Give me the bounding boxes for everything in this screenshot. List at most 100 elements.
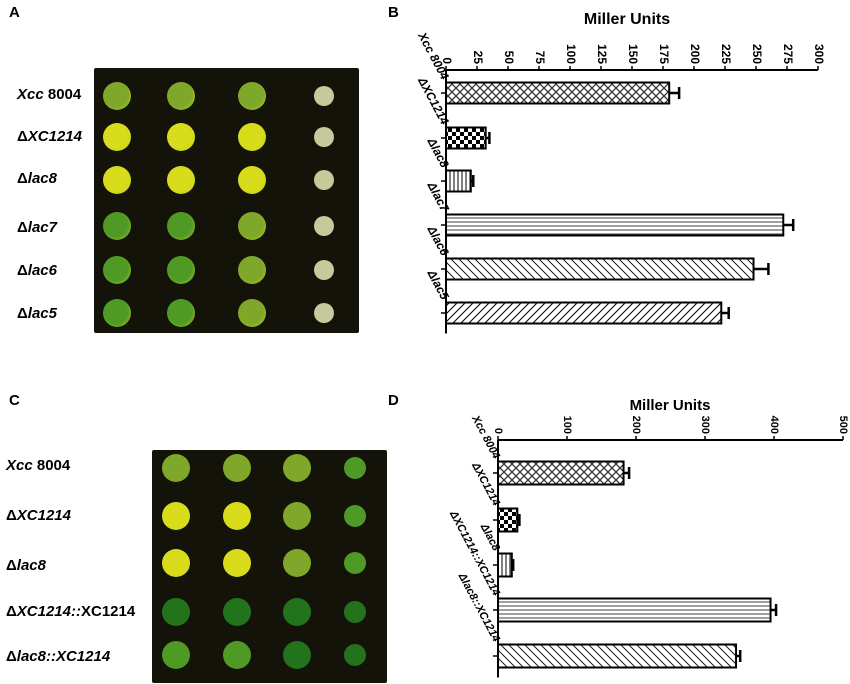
colony-spot-a bbox=[238, 212, 266, 240]
category-label: Δlac6 bbox=[424, 223, 452, 258]
colony-spot-c bbox=[283, 502, 311, 530]
x-tick-label: 300 bbox=[812, 44, 826, 64]
colony-spot-a bbox=[103, 256, 131, 284]
row-label-c-0: Xcc 8004 bbox=[6, 457, 70, 474]
colony-spot-c bbox=[223, 598, 251, 626]
bar bbox=[445, 213, 785, 237]
x-tick-label: 100 bbox=[561, 416, 573, 434]
label-italic: XC1214 bbox=[16, 507, 71, 524]
label-prefix: Δ bbox=[6, 507, 17, 524]
row-label-a-1: ΔXC1214 bbox=[17, 128, 82, 145]
colony-spot-a bbox=[167, 212, 195, 240]
bar bbox=[445, 169, 472, 193]
colony-spot-c bbox=[223, 502, 251, 530]
colony-spot-c bbox=[223, 549, 251, 577]
label-italic: XC1214:: bbox=[16, 603, 81, 620]
colony-spot-a bbox=[167, 166, 195, 194]
x-tick-label: 0 bbox=[492, 428, 504, 434]
colony-spot-c bbox=[162, 549, 190, 577]
colony-spot-a bbox=[103, 123, 131, 151]
colony-spot-c bbox=[162, 598, 190, 626]
chart-title: Miller Units bbox=[584, 11, 670, 28]
colony-spot-a bbox=[238, 256, 266, 284]
category-label: ΔXC1214 bbox=[469, 460, 502, 508]
label-prefix: Δ bbox=[6, 557, 17, 574]
x-tick-label: 100 bbox=[564, 44, 578, 64]
colony-spot-a bbox=[238, 82, 266, 110]
colony-spot-c bbox=[283, 598, 311, 626]
bar bbox=[497, 460, 625, 486]
label-italic: lac8 bbox=[16, 557, 46, 574]
colony-spot-a bbox=[314, 127, 334, 147]
bar bbox=[497, 643, 738, 669]
label-prefix: Δ bbox=[6, 648, 17, 665]
category-label: Δlac7 bbox=[424, 179, 452, 215]
category-label: Δlac8 bbox=[477, 521, 502, 554]
colony-spot-a bbox=[167, 123, 195, 151]
panel-d-letter: D bbox=[388, 392, 399, 409]
x-tick-label: 400 bbox=[768, 416, 780, 434]
label-italic: lac8::XC1214 bbox=[16, 648, 111, 665]
colony-spot-c bbox=[283, 454, 311, 482]
colony-spot-c bbox=[344, 505, 366, 527]
colony-spot-c bbox=[344, 644, 366, 666]
panel-c-letter: C bbox=[9, 392, 20, 409]
row-label-a-3: Δlac7 bbox=[17, 219, 57, 236]
label-prefix: Δ bbox=[17, 219, 28, 236]
x-tick-label: 50 bbox=[502, 51, 516, 65]
label-italic: lac5 bbox=[27, 305, 57, 322]
colony-spot-a bbox=[314, 170, 334, 190]
x-tick-label: 200 bbox=[688, 44, 702, 64]
label-plain: 8004 bbox=[43, 86, 82, 103]
colony-spot-c bbox=[344, 601, 366, 623]
category-label: Δlac8 bbox=[424, 135, 452, 170]
bar bbox=[497, 552, 513, 578]
label-italic: lac7 bbox=[27, 219, 57, 236]
x-tick-label: 275 bbox=[781, 44, 795, 64]
row-label-a-0: Xcc 8004 bbox=[17, 86, 81, 103]
label-italic: lac6 bbox=[27, 262, 57, 279]
x-tick-label: 150 bbox=[626, 44, 640, 64]
agar-plate-a bbox=[94, 68, 359, 333]
colony-spot-a bbox=[314, 303, 334, 323]
x-tick-label: 500 bbox=[837, 416, 849, 434]
row-label-c-1: ΔXC1214 bbox=[6, 507, 71, 524]
category-label: ΔXC1214 bbox=[415, 74, 452, 127]
label-prefix: Δ bbox=[17, 262, 28, 279]
colony-spot-c bbox=[283, 641, 311, 669]
bar bbox=[445, 126, 487, 150]
colony-spot-a bbox=[314, 86, 334, 106]
category-label: Xcc 8004 bbox=[415, 29, 452, 82]
label-italic: Xcc bbox=[6, 457, 33, 474]
category-label: Δlac8::XC1214 bbox=[455, 570, 502, 644]
colony-spot-c bbox=[162, 502, 190, 530]
colony-spot-a bbox=[238, 299, 266, 327]
panel-b-letter: B bbox=[388, 4, 399, 21]
category-label: Δlac5 bbox=[424, 267, 452, 302]
bar bbox=[445, 301, 723, 325]
row-label-a-4: Δlac6 bbox=[17, 262, 57, 279]
row-label-c-3: ΔXC1214::XC1214 bbox=[6, 603, 135, 620]
colony-spot-c bbox=[162, 641, 190, 669]
category-label: ΔXC1214::XC1214 bbox=[447, 508, 502, 598]
colony-spot-a bbox=[167, 82, 195, 110]
label-prefix: Δ bbox=[17, 128, 28, 145]
row-label-c-4: Δlac8::XC1214 bbox=[6, 648, 110, 665]
colony-spot-c bbox=[283, 549, 311, 577]
label-italic: Xcc bbox=[17, 86, 44, 103]
colony-spot-c bbox=[223, 454, 251, 482]
x-tick-label: 125 bbox=[595, 44, 609, 64]
x-tick-label: 175 bbox=[657, 44, 671, 64]
x-tick-label: 75 bbox=[533, 51, 547, 65]
colony-spot-c bbox=[344, 552, 366, 574]
row-label-a-5: Δlac5 bbox=[17, 305, 57, 322]
colony-spot-a bbox=[314, 260, 334, 280]
colony-spot-a bbox=[314, 216, 334, 236]
colony-spot-a bbox=[238, 166, 266, 194]
row-label-c-2: Δlac8 bbox=[6, 557, 46, 574]
label-prefix: Δ bbox=[6, 603, 17, 620]
colony-spot-c bbox=[223, 641, 251, 669]
colony-spot-a bbox=[103, 166, 131, 194]
bar bbox=[445, 257, 755, 281]
bar bbox=[497, 597, 772, 623]
